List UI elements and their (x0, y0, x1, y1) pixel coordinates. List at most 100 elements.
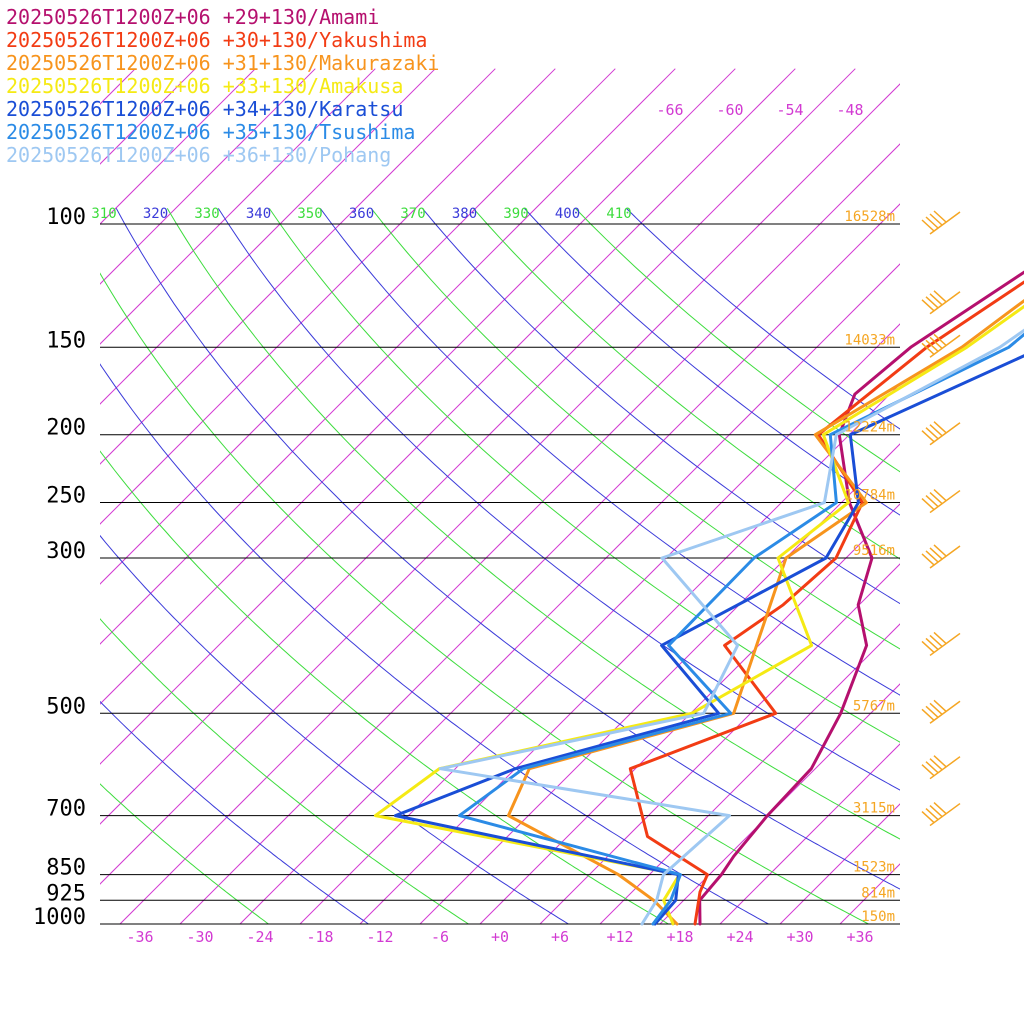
isotherm-line (100, 68, 436, 405)
height-label: 10784m (844, 488, 895, 504)
profile-line-2 (628, 280, 1024, 926)
x-tick-label: +0 (491, 928, 509, 946)
profile-line-1 (698, 270, 1024, 926)
legend-entry: 20250526T1200Z+06 +33+130/Amakusa (6, 74, 403, 98)
wind-barb-flag (925, 216, 939, 229)
wind-barb-flag (925, 637, 939, 650)
wind-barb-flag (921, 498, 935, 511)
wind-barb-flag (929, 547, 943, 560)
height-label: 150m (861, 909, 895, 925)
legend-entry: 20250526T1200Z+06 +36+130/Pohang (6, 143, 391, 167)
height-label: 9516m (853, 543, 895, 559)
pressure-label: 300 (46, 539, 86, 564)
wind-barb (929, 291, 961, 315)
wind-barb-flag (925, 427, 939, 440)
theta-line (422, 208, 900, 605)
wind-barb-flag (921, 708, 935, 721)
isotherm-line (100, 68, 376, 345)
wind-barb (929, 489, 961, 514)
theta-line (319, 208, 900, 696)
pressure-label: 700 (46, 797, 86, 822)
wind-barb-flag (925, 339, 939, 352)
isotherm-line (100, 68, 676, 645)
isotherm-line (100, 68, 856, 825)
isotherm-line (599, 623, 900, 924)
wind-barb (929, 545, 961, 569)
height-label: 16528m (844, 209, 895, 225)
x-tick-label: -12 (366, 928, 393, 946)
pressure-label: 200 (46, 416, 86, 441)
legend: 20250526T1200Z+06 +29+130/Amami 20250526T… (6, 5, 439, 167)
isotherm-line (119, 143, 900, 924)
wind-barb-flag (933, 489, 947, 502)
height-label: 14033m (844, 332, 895, 348)
wind-barb-flag (929, 424, 943, 437)
wind-barb (929, 756, 961, 780)
profile-line-3 (506, 298, 1024, 926)
wind-barb (929, 802, 961, 827)
height-label: 12224m (844, 420, 895, 436)
x-tick-label: +36 (846, 928, 873, 946)
isotherm-line (100, 68, 736, 705)
x-tick-label: -6 (431, 928, 449, 946)
theta-label: 340 (246, 206, 271, 222)
wind-barb-flag (921, 299, 935, 312)
theta-line (370, 208, 900, 650)
theta-label: 330 (194, 206, 219, 222)
isotherm-line (899, 923, 900, 924)
wind-barb-flag (921, 219, 935, 232)
x-tick-label: +12 (606, 928, 633, 946)
theta-label: 350 (297, 206, 322, 222)
wind-barb-flag (929, 336, 943, 349)
height-label: 3115m (853, 801, 895, 817)
wind-barb-flag (921, 342, 935, 355)
upper-temp-label: -54 (776, 101, 803, 119)
isotherm-line (100, 83, 900, 885)
wind-barb-flag (929, 758, 943, 771)
theta-line (100, 450, 669, 924)
x-tick-label: -30 (186, 928, 213, 946)
height-label: 5767m (853, 698, 895, 714)
pressure-label: 250 (46, 484, 86, 509)
wind-barb-flag (933, 290, 947, 303)
wind-barb-flag (925, 495, 939, 508)
wind-barb-flag (933, 755, 947, 768)
profile-line-7 (438, 328, 1024, 926)
profile-line-5 (393, 354, 1024, 926)
theta-label: 360 (349, 206, 374, 222)
wind-barb-flag (929, 213, 943, 226)
pressure-label: 500 (46, 694, 86, 719)
axis-labels: 100 16528m 150 14033m 200 12224m 250 10784m 300 9… (33, 101, 895, 946)
isotherm-line (100, 68, 556, 525)
wind-barb (929, 334, 961, 358)
wind-barb-flag (921, 764, 935, 777)
wind-barb-flag (921, 640, 935, 653)
theta-label: 390 (503, 206, 528, 222)
legend-entry: 20250526T1200Z+06 +35+130/Tsushima (6, 120, 415, 144)
wind-barb-flag (925, 705, 939, 718)
pressure-label: 1000 (33, 905, 86, 930)
wind-barb-flag (933, 544, 947, 557)
x-tick-label: -36 (126, 928, 153, 946)
wind-barb-flag (925, 761, 939, 774)
isotherm-line (239, 263, 900, 924)
theta-line (524, 208, 900, 516)
isotherm-line (299, 323, 900, 924)
theta-line (100, 363, 769, 924)
isotherm-line (100, 68, 496, 465)
isotherm-line (100, 68, 796, 765)
legend-entry: 20250526T1200Z+06 +31+130/Makurazaki (6, 51, 439, 75)
theta-line (473, 208, 900, 560)
legend-entry: 20250526T1200Z+06 +34+130/Karatsu (6, 97, 403, 121)
wind-barb-flag (929, 702, 943, 715)
legend-entry: 20250526T1200Z+06 +29+130/Amami (6, 5, 379, 29)
wind-barb (929, 211, 961, 235)
pressure-label: 925 (46, 881, 86, 906)
wind-barb-flag (929, 805, 943, 818)
theta-label: 370 (400, 206, 425, 222)
theta-line (268, 208, 900, 743)
wind-barb-flag (933, 333, 947, 346)
upper-temp-label: -48 (836, 101, 863, 119)
wind-barb-flag (929, 492, 943, 505)
upper-temp-label: -60 (716, 101, 743, 119)
